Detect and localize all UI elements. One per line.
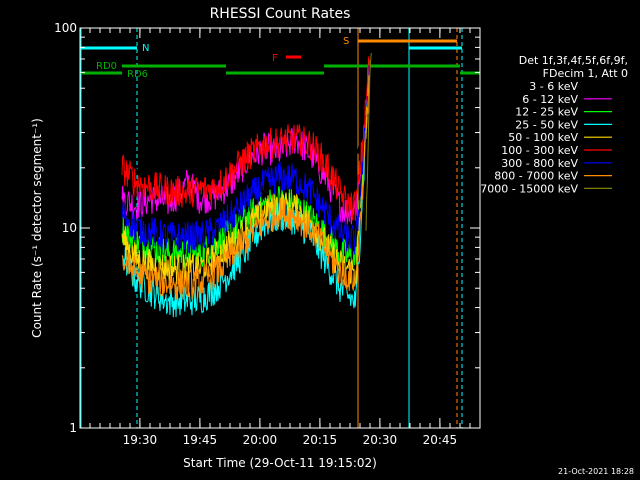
legend: Det 1f,3f,4f,5f,6f,9f,FDecim 1, Att 03 -… [480,54,628,195]
series-line [121,75,370,300]
series-line [365,52,372,231]
x-tick-label: 20:30 [363,433,398,447]
annotation-label: S [343,36,349,47]
series-line [121,56,370,221]
y-tick-label: 100 [54,21,77,35]
legend-entry-label: 12 - 25 keV [515,106,578,119]
legend-entry-label: 300 - 800 keV [501,157,578,170]
x-tick-label: 20:45 [423,433,458,447]
legend-entry-label: 3 - 6 keV [529,80,578,93]
legend-entry-label: 25 - 50 keV [515,118,578,131]
footer-timestamp: 21-Oct-2021 18:28 [558,467,634,476]
tick-layer: 1 10 100 19:30 19:45 20:00 20:15 20:30 20:45 [54,21,481,447]
chart-title: RHESSI Count Rates [210,6,351,22]
x-tick-label: 20:15 [303,433,338,447]
legend-entry-label: 6 - 12 keV [522,93,578,106]
series-line [121,65,370,255]
legend-header-line: FDecim 1, Att 0 [543,67,628,80]
annotation-label: RD0 [96,61,117,72]
series-line [121,68,370,285]
series-line [121,49,371,178]
annotation-label: RD6 [127,69,148,80]
legend-header-line: Det 1f,3f,4f,5f,6f,9f, [519,54,628,67]
legend-entry-label: 7000 - 15000 keV [480,182,578,195]
x-tick-label: 20:00 [243,433,278,447]
annotation-layer: N RD0 RD6 F S [80,28,480,428]
series-line [121,58,370,225]
y-axis-label: Count Rate (s⁻¹ detector segment⁻¹) [30,118,44,338]
annotation-label: F [272,53,278,64]
x-axis-label: Start Time (29-Oct-11 19:15:02) [183,456,377,470]
x-tick-label: 19:30 [123,433,158,447]
legend-entry-label: 800 - 7000 keV [494,170,578,183]
legend-entry-label: 50 - 100 keV [508,131,578,144]
x-tick-label: 19:45 [183,433,218,447]
series-layer [121,49,372,318]
y-tick-label: 1 [69,421,77,435]
y-tick-label: 10 [62,221,77,235]
legend-entry-label: 100 - 300 keV [501,144,578,157]
annotation-label: N [142,43,149,54]
